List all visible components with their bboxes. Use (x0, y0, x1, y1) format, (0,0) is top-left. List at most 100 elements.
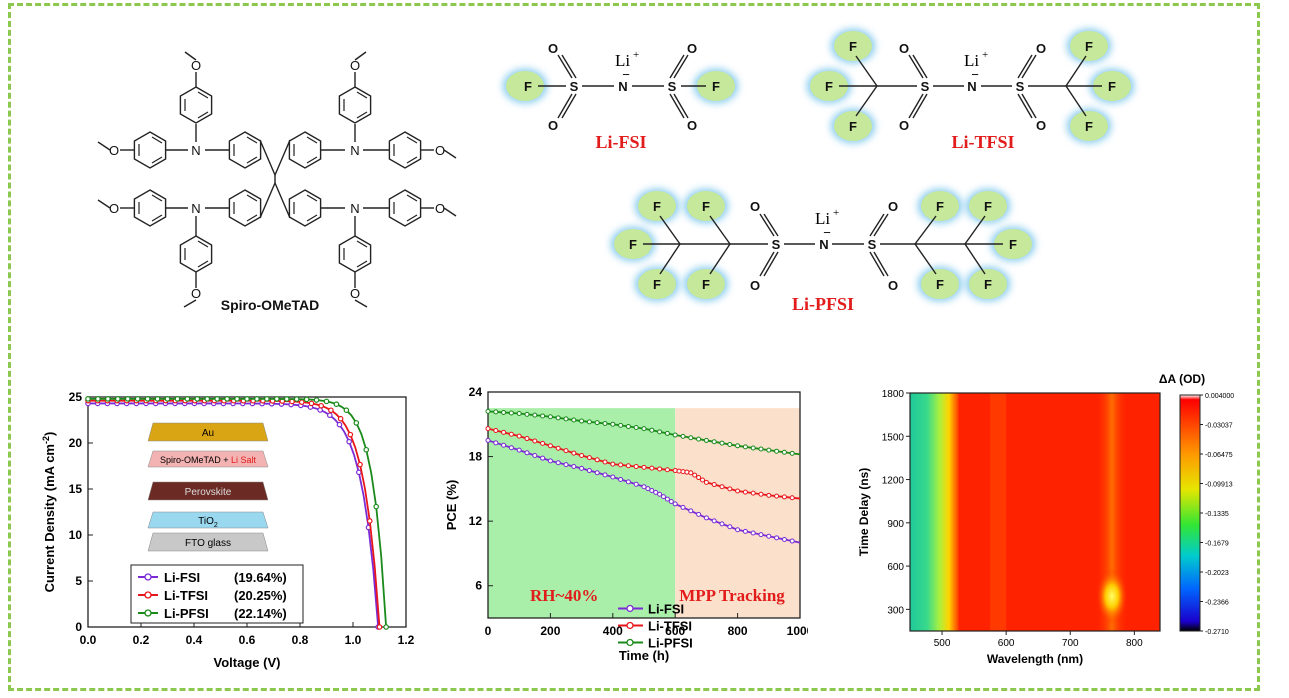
atom-s: S (668, 79, 677, 94)
colorbar-tick-label: -0.03037 (1205, 423, 1233, 430)
jv-point (234, 396, 240, 402)
x-axis-label: Voltage (V) (214, 655, 281, 670)
pce-point (516, 447, 522, 453)
y-tick-label: 10 (69, 528, 83, 542)
jv-point (204, 396, 211, 402)
jv-point (337, 415, 344, 422)
li-pfsi-structure: F F F F F F F F F F S S N O O O O − Li + (611, 189, 1035, 301)
pce-point (508, 410, 514, 416)
colorbar-tick-label: -0.2023 (1205, 570, 1229, 577)
pce-point (727, 486, 733, 492)
pce-point (618, 462, 624, 468)
atom-f: F (849, 39, 857, 54)
pce-point (692, 472, 698, 478)
atom-f: F (984, 199, 992, 214)
pce-point (610, 421, 616, 427)
pce-point (625, 423, 631, 429)
colorbar-title: ΔA (OD) (1159, 372, 1205, 386)
ring (228, 131, 262, 169)
jv-point (184, 396, 191, 402)
jv-point (164, 396, 171, 402)
pce-point (735, 527, 741, 533)
x-tick-label: 800 (1126, 638, 1143, 649)
pce-point (711, 439, 717, 445)
plot-frame (487, 391, 801, 619)
atom-n: N (191, 143, 200, 158)
device-layer (147, 450, 269, 468)
legend-value: (19.64%) (234, 570, 287, 585)
jv-point (356, 469, 362, 476)
pce-point (719, 440, 725, 446)
pce-point (703, 437, 709, 443)
pce-point (649, 487, 655, 493)
pce-point (555, 460, 561, 466)
ring (288, 189, 322, 227)
pce-point (781, 536, 787, 542)
pce-point (727, 441, 733, 447)
atom-n: N (350, 143, 359, 158)
x-tick-label: 0.6 (239, 633, 256, 647)
pce-point (563, 416, 569, 422)
atom-o: O (548, 41, 558, 56)
device-layer (147, 422, 269, 442)
region-rh (488, 408, 676, 618)
x-tick-label: 0.0 (80, 633, 97, 647)
li-fsi-label: Li-FSI (595, 132, 646, 152)
jv-point (244, 396, 250, 402)
colorbar-tick-label: -0.2710 (1205, 629, 1229, 636)
pce-point (633, 481, 639, 487)
y-axis-label: PCE (%) (444, 480, 459, 531)
y-tick-label: 1800 (882, 389, 905, 400)
atom-o: O (350, 286, 360, 301)
atom-o: O (899, 41, 909, 56)
pce-point (532, 452, 538, 458)
atom-o: O (191, 58, 201, 73)
li-pfsi-label: Li-PFSI (792, 294, 854, 314)
y-tick-label: 0 (75, 620, 82, 634)
jv-chart: Au Spiro-OMeTAD + Li Salt Perovskite TiO2 FT… (41, 390, 415, 670)
atom-f: F (712, 79, 720, 94)
atom-f: F (1108, 79, 1116, 94)
pce-point (540, 440, 546, 446)
jv-point (323, 398, 330, 405)
pce-point (618, 476, 624, 482)
pce-point (602, 420, 608, 426)
atom-o: O (1036, 118, 1046, 133)
heatmap-stripe (990, 393, 1007, 631)
jv-point (346, 438, 352, 445)
pce-point (641, 464, 647, 470)
pce-point (750, 530, 756, 536)
x-axis-label: Wavelength (nm) (987, 652, 1083, 666)
jv-point (373, 503, 379, 510)
li-fsi-structure: F F S S N O O O O − Li + (503, 41, 738, 133)
atom-f: F (702, 199, 710, 214)
pce-point (758, 446, 764, 452)
li-charge: + (982, 49, 988, 61)
pce-point (774, 535, 780, 541)
pce-point (641, 484, 647, 490)
pce-point (493, 409, 499, 415)
pce-point (625, 463, 631, 469)
pce-point (742, 444, 748, 450)
pce-point (750, 490, 756, 496)
pce-point (594, 457, 600, 463)
pce-chart: RH~40% MPP Tracking 0 200 400 600 800 1000 6 12 1… (444, 385, 808, 663)
pce-point (571, 450, 577, 456)
jv-point (254, 396, 260, 402)
y-tick-label: 12 (469, 514, 483, 528)
jv-point (308, 400, 315, 407)
legend-marker (144, 591, 152, 599)
pce-point (501, 409, 507, 415)
atom-o: O (191, 286, 201, 301)
jv-point (283, 396, 290, 402)
pce-point (688, 508, 694, 514)
pce-point (774, 448, 780, 454)
legend-name: Li-TFSI (164, 588, 208, 603)
atom-f: F (1009, 237, 1017, 252)
x-tick-label: 0.4 (186, 633, 203, 647)
x-tick-label: 1000 (787, 624, 808, 638)
pce-point (485, 437, 491, 443)
legend-name: Li-PFSI (648, 635, 693, 650)
atom-s: S (921, 79, 930, 94)
jv-point (383, 624, 389, 630)
